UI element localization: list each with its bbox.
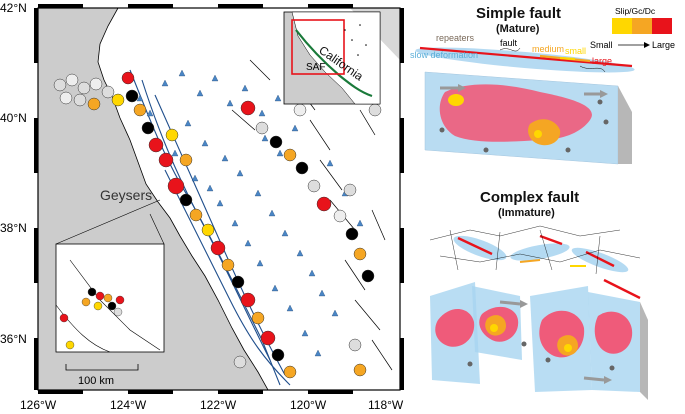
inset-leader-line-1 xyxy=(149,213,165,245)
simple-fault-block xyxy=(424,71,632,165)
frame-ticks xyxy=(34,4,404,394)
legend-title: Slip/Gc/Dc xyxy=(615,6,656,16)
geysers-label: Geysers xyxy=(100,187,152,203)
legend-swatch-large xyxy=(652,18,672,34)
complex-fault-subtitle: (Immature) xyxy=(498,207,555,219)
repeaters-label: repeaters xyxy=(436,33,475,43)
geysers-inset xyxy=(55,243,165,353)
lat-label-36: 36°N xyxy=(0,332,27,346)
small-label: small xyxy=(565,46,586,56)
complex-fault-map-view xyxy=(429,225,641,300)
lon-label-124: 124°W xyxy=(110,398,147,412)
simple-fault-map-view: repeaters fault medium small large slow … xyxy=(410,33,635,73)
seismic-stations xyxy=(136,69,364,357)
lat-label-42: 42°N xyxy=(0,1,27,15)
longitude-labels: 126°W 124°W 122°W 120°W 118°W xyxy=(20,398,404,412)
legend-small-label: Small xyxy=(590,40,613,50)
scale-bar: 100 km xyxy=(65,364,139,387)
color-legend: Slip/Gc/Dc Small Large xyxy=(590,6,675,50)
legend-swatch-medium xyxy=(632,18,652,34)
medium-label: medium xyxy=(532,44,564,54)
lat-label-38: 38°N xyxy=(0,221,27,235)
schematic-panel: Slip/Gc/Dc Small Large Simple fault (Mat… xyxy=(410,5,675,400)
scale-bar-label: 100 km xyxy=(78,375,114,387)
complex-fault-block xyxy=(430,282,648,400)
legend-swatch-small xyxy=(612,18,632,34)
earthquake-mechanisms xyxy=(53,71,382,379)
lon-label-120: 120°W xyxy=(290,398,327,412)
fault-label: fault xyxy=(500,38,518,48)
slow-deformation-label: slow deformation xyxy=(410,50,478,60)
overview-inset: California SAF xyxy=(283,11,381,105)
lon-label-118: 118°W xyxy=(368,398,404,412)
lon-label-126: 126°W xyxy=(20,398,57,412)
latitude-labels: 42°N 40°N 38°N 36°N xyxy=(0,1,27,346)
saf-line xyxy=(295,29,373,98)
simple-fault-title: Simple fault xyxy=(476,5,561,22)
simple-fault-subtitle: (Mature) xyxy=(496,23,540,35)
inset-saf-label: SAF xyxy=(306,62,325,73)
study-area-box xyxy=(291,19,345,75)
lat-label-40: 40°N xyxy=(0,111,27,125)
legend-large-label: Large xyxy=(652,40,675,50)
inset-leader-line-2 xyxy=(55,199,161,245)
lon-label-122: 122°W xyxy=(200,398,237,412)
large-label: large xyxy=(592,56,612,66)
map-panel: California SAF Geysers xyxy=(0,1,404,412)
complex-fault-title: Complex fault xyxy=(480,189,579,206)
